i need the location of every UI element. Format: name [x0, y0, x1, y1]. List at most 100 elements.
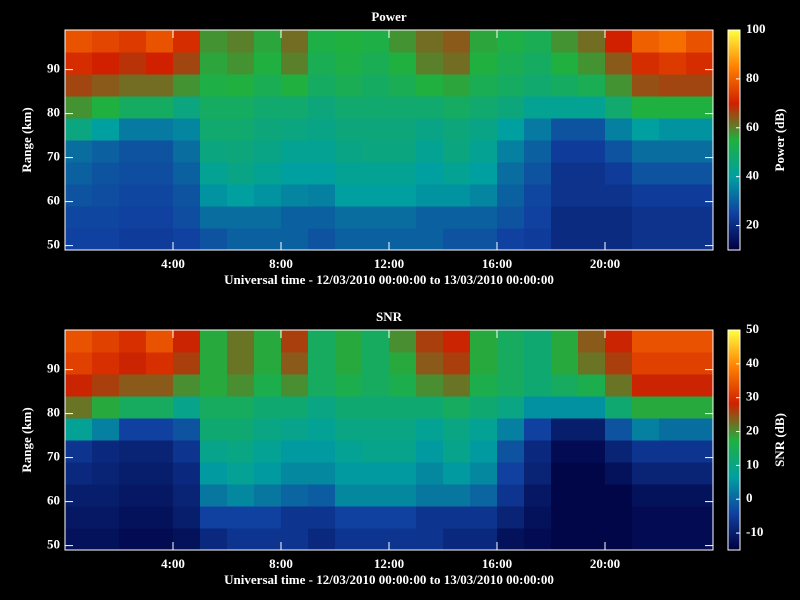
heat-cell — [605, 74, 633, 97]
heat-cell — [389, 30, 417, 53]
heat-cell — [389, 528, 417, 551]
heat-cell — [254, 52, 282, 75]
heat-cell — [659, 52, 687, 75]
heat-cell — [524, 30, 552, 53]
heat-cell — [605, 528, 633, 551]
heat-cell — [470, 418, 498, 441]
heat-cell — [416, 52, 444, 75]
heat-cell — [659, 484, 687, 507]
heat-cell — [119, 352, 147, 375]
heat-cell — [173, 374, 201, 397]
heat-cell — [578, 374, 606, 397]
heat-cell — [308, 484, 336, 507]
heat-cell — [119, 118, 147, 141]
heat-cell — [443, 462, 471, 485]
heat-cell — [470, 506, 498, 529]
heat-cell — [551, 74, 579, 97]
heat-cell — [173, 352, 201, 375]
heat-cell — [659, 162, 687, 185]
heat-cell — [470, 96, 498, 119]
heat-cell — [362, 418, 390, 441]
heat-cell — [308, 96, 336, 119]
heat-cell — [524, 352, 552, 375]
heat-cell — [389, 506, 417, 529]
heat-cell — [605, 484, 633, 507]
heat-cell — [551, 330, 579, 353]
heat-cell — [524, 140, 552, 163]
heat-cell — [254, 352, 282, 375]
heat-cell — [551, 374, 579, 397]
heat-cell — [119, 440, 147, 463]
heat-cell — [200, 228, 228, 251]
heat-cell — [497, 184, 525, 207]
heat-cell — [146, 52, 174, 75]
heat-cell — [497, 118, 525, 141]
heat-cell — [254, 484, 282, 507]
heat-cell — [362, 96, 390, 119]
heat-cell — [605, 330, 633, 353]
heat-cell — [281, 374, 309, 397]
heat-cell — [173, 462, 201, 485]
heat-cell — [65, 30, 93, 53]
x-tick-label: 12:00 — [374, 256, 404, 271]
heat-cell — [632, 162, 660, 185]
x-tick-label: 20:00 — [590, 556, 620, 571]
heat-cell — [659, 184, 687, 207]
heat-cell — [443, 140, 471, 163]
heat-cell — [389, 96, 417, 119]
heat-cell — [578, 396, 606, 419]
heat-cell — [281, 462, 309, 485]
heat-cell — [308, 352, 336, 375]
heat-cell — [92, 330, 120, 353]
heat-cell — [524, 74, 552, 97]
heat-cell — [335, 528, 363, 551]
heat-cell — [146, 184, 174, 207]
heat-cell — [470, 30, 498, 53]
heat-cell — [443, 528, 471, 551]
heat-cell — [146, 462, 174, 485]
heat-cell — [578, 30, 606, 53]
heat-cell — [281, 184, 309, 207]
heat-cell — [173, 228, 201, 251]
heat-cell — [308, 462, 336, 485]
heat-cell — [578, 484, 606, 507]
heat-cell — [227, 206, 255, 229]
heat-cell — [146, 228, 174, 251]
heat-cell — [443, 74, 471, 97]
heat-cell — [227, 96, 255, 119]
heat-cell — [524, 462, 552, 485]
heat-cell — [497, 74, 525, 97]
heat-cell — [686, 440, 714, 463]
heat-cell — [524, 506, 552, 529]
heat-cell — [605, 206, 633, 229]
heat-cell — [254, 374, 282, 397]
heat-cell — [119, 374, 147, 397]
heat-cell — [389, 228, 417, 251]
heat-cell — [146, 330, 174, 353]
heat-cell — [254, 396, 282, 419]
colorbar-tick-label: 30 — [746, 389, 759, 404]
heat-cell — [362, 374, 390, 397]
heat-cell — [470, 396, 498, 419]
heat-cell — [416, 330, 444, 353]
y-tick-label: 60 — [47, 193, 60, 208]
heat-cell — [119, 396, 147, 419]
heat-cell — [632, 506, 660, 529]
heat-cell — [65, 506, 93, 529]
heat-cell — [281, 30, 309, 53]
heat-cell — [173, 96, 201, 119]
heat-cell — [605, 374, 633, 397]
heat-cell — [497, 96, 525, 119]
heat-cell — [551, 462, 579, 485]
heat-cell — [308, 74, 336, 97]
heat-cell — [335, 462, 363, 485]
heat-cell — [524, 528, 552, 551]
heat-cell — [92, 140, 120, 163]
heat-cell — [686, 374, 714, 397]
heat-cell — [281, 418, 309, 441]
heat-cell — [578, 206, 606, 229]
heat-cell — [119, 228, 147, 251]
heat-cell — [362, 440, 390, 463]
heat-cell — [659, 30, 687, 53]
heat-cell — [578, 96, 606, 119]
